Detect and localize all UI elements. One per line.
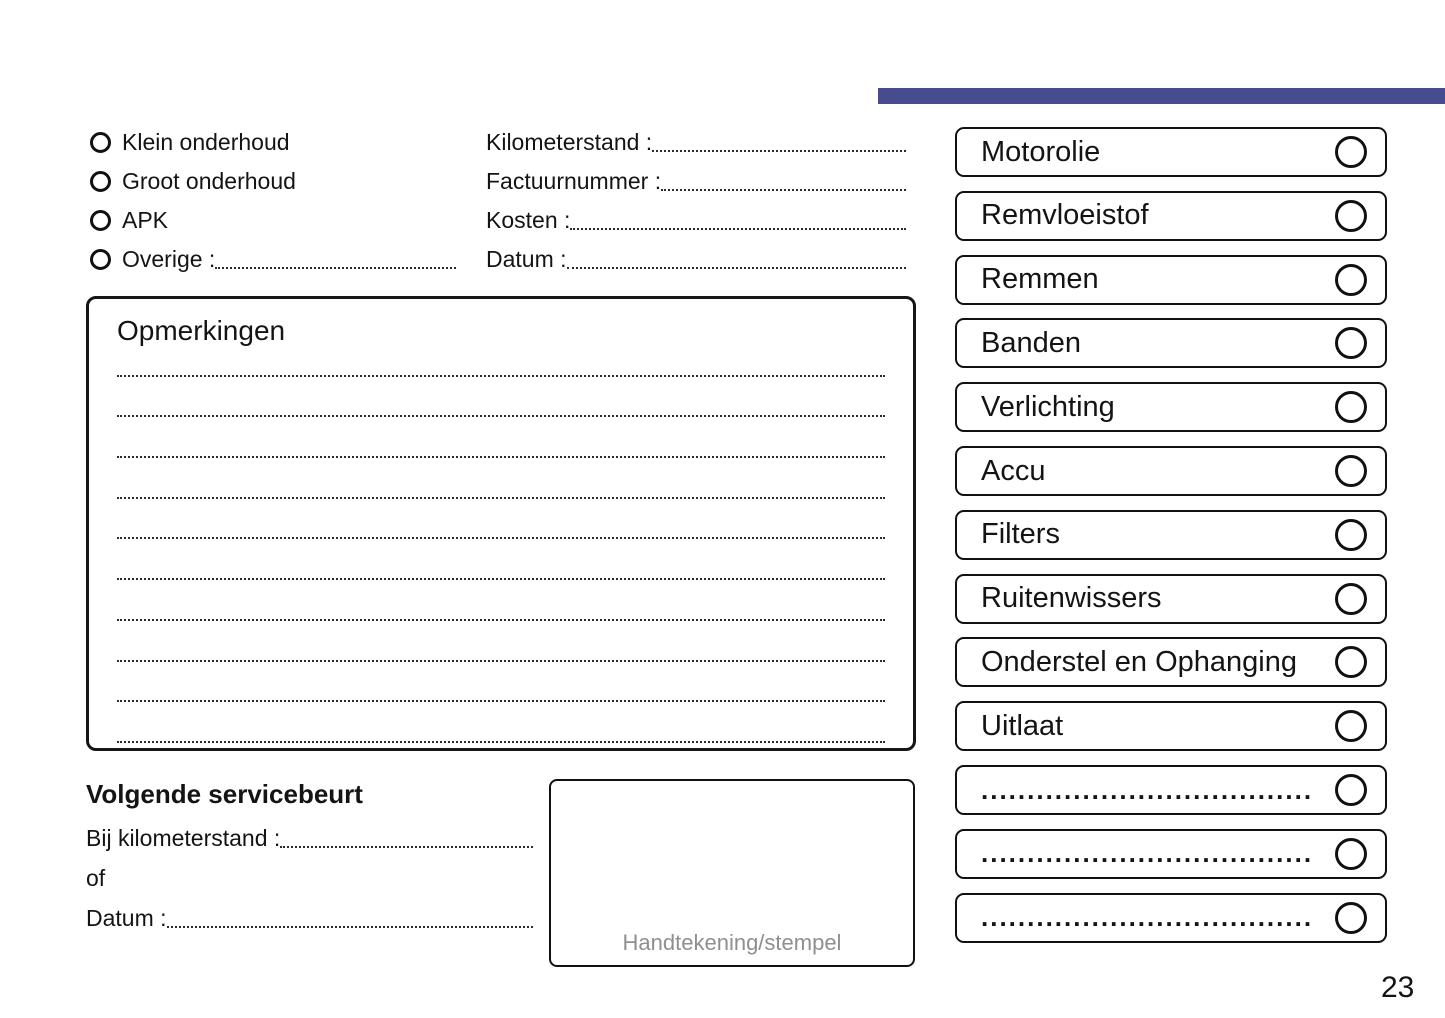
check-circle[interactable] bbox=[1335, 391, 1367, 424]
check-circle[interactable] bbox=[1335, 837, 1367, 870]
notes-line[interactable] bbox=[117, 702, 885, 743]
checklist-blank-line[interactable]: .................................... bbox=[981, 838, 1314, 869]
service-type-option: Overige : bbox=[90, 240, 456, 279]
checklist-blank-line[interactable]: .................................... bbox=[981, 902, 1314, 933]
check-circle[interactable] bbox=[1335, 136, 1367, 168]
service-field-label: Factuurnummer : bbox=[486, 168, 662, 194]
notes-line[interactable] bbox=[117, 377, 885, 418]
page-number: 23 bbox=[1381, 971, 1415, 1004]
accent-bar bbox=[878, 88, 1445, 104]
notes-line[interactable] bbox=[117, 662, 885, 703]
notes-line[interactable] bbox=[117, 621, 885, 662]
checklist-item: Verlichting bbox=[955, 382, 1387, 433]
checklist-item-label: Onderstel en Ophanging bbox=[981, 645, 1297, 678]
check-circle[interactable] bbox=[1335, 646, 1367, 679]
notes-box: Opmerkingen bbox=[86, 296, 916, 751]
checklist-item-label: Verlichting bbox=[981, 390, 1115, 423]
service-type-options: Klein onderhoud Groot onderhoud APK Overige… bbox=[90, 123, 456, 279]
check-circle[interactable] bbox=[1335, 710, 1367, 743]
next-service-field: Bij kilometerstand : bbox=[86, 818, 533, 858]
service-field-label: Datum : bbox=[486, 246, 567, 272]
radio-circle[interactable] bbox=[90, 249, 111, 270]
next-service-fields: Bij kilometerstand : of Datum : bbox=[86, 818, 533, 938]
service-field: Kosten : bbox=[486, 201, 906, 240]
fill-in-line[interactable] bbox=[570, 228, 906, 230]
checklist-item-blank: .................................... bbox=[955, 828, 1387, 879]
notes-title: Opmerkingen bbox=[117, 315, 286, 346]
checklist-item: Banden bbox=[955, 318, 1387, 369]
checklist-item: Accu bbox=[955, 446, 1387, 496]
notes-line[interactable] bbox=[117, 539, 885, 581]
notes-line[interactable] bbox=[117, 417, 885, 459]
parts-checklist: Motorolie Remvloeistof Remmen Banden Verlich… bbox=[955, 127, 1387, 943]
fill-in-line[interactable] bbox=[661, 189, 906, 191]
service-field: Factuurnummer : bbox=[486, 162, 906, 201]
check-circle[interactable] bbox=[1335, 774, 1367, 806]
notes-line[interactable] bbox=[117, 458, 885, 499]
next-service-field: Datum : bbox=[86, 898, 533, 938]
fill-in-line[interactable] bbox=[215, 267, 456, 269]
notes-lines bbox=[117, 336, 885, 743]
service-type-option: APK bbox=[90, 201, 456, 240]
check-circle[interactable] bbox=[1335, 327, 1367, 360]
checklist-item-label: Ruitenwissers bbox=[981, 582, 1162, 615]
next-service-label: Datum : bbox=[86, 904, 167, 931]
checklist-item: Filters bbox=[955, 509, 1387, 560]
service-field: Datum : bbox=[486, 240, 906, 279]
checklist-item: Onderstel en Ophanging bbox=[955, 637, 1387, 688]
checklist-item: Motorolie bbox=[955, 127, 1387, 177]
checklist-item-label: Filters bbox=[981, 518, 1060, 551]
fill-in-line[interactable] bbox=[280, 846, 533, 848]
checklist-item-label: Banden bbox=[981, 326, 1081, 359]
service-type-label: Groot onderhoud bbox=[122, 168, 296, 194]
check-circle[interactable] bbox=[1335, 199, 1367, 232]
service-type-option: Klein onderhoud bbox=[90, 123, 456, 162]
check-circle[interactable] bbox=[1335, 518, 1367, 551]
fill-in-line[interactable] bbox=[166, 926, 533, 928]
next-service-label: of bbox=[86, 864, 106, 891]
notes-line[interactable] bbox=[117, 580, 885, 621]
checklist-item-label: Accu bbox=[981, 454, 1046, 487]
checklist-item-label: Remvloeistof bbox=[981, 199, 1149, 232]
check-circle[interactable] bbox=[1335, 582, 1367, 615]
next-service-label: Bij kilometerstand : bbox=[86, 824, 281, 851]
radio-circle[interactable] bbox=[90, 210, 111, 231]
service-type-label: APK bbox=[122, 207, 169, 233]
checklist-item-label: Remmen bbox=[981, 263, 1099, 296]
next-service-title: Volgende servicebeurt bbox=[86, 779, 363, 809]
service-field: Kilometerstand : bbox=[486, 123, 906, 162]
checklist-item: Uitlaat bbox=[955, 701, 1387, 752]
checklist-blank-line[interactable]: .................................... bbox=[981, 774, 1314, 805]
next-service-field: of bbox=[86, 858, 533, 898]
signature-caption: Handtekening/stempel bbox=[622, 930, 842, 955]
service-fields: Kilometerstand : Factuurnummer : Kosten : D… bbox=[486, 123, 906, 279]
fill-in-line[interactable] bbox=[652, 150, 906, 152]
service-type-label: Klein onderhoud bbox=[122, 129, 290, 155]
service-field-label: Kilometerstand : bbox=[486, 129, 653, 155]
checklist-item-label: Uitlaat bbox=[981, 709, 1064, 742]
notes-line[interactable] bbox=[117, 336, 885, 377]
radio-circle[interactable] bbox=[90, 171, 111, 192]
signature-box[interactable]: Handtekening/stempel bbox=[549, 779, 915, 967]
checklist-item-blank: .................................... bbox=[955, 765, 1387, 815]
check-circle[interactable] bbox=[1335, 901, 1367, 934]
radio-circle[interactable] bbox=[90, 132, 111, 153]
service-type-label: Overige : bbox=[122, 246, 216, 272]
service-field-label: Kosten : bbox=[486, 207, 571, 233]
fill-in-line[interactable] bbox=[566, 267, 906, 269]
checklist-item: Remmen bbox=[955, 254, 1387, 305]
service-type-option: Groot onderhoud bbox=[90, 162, 456, 201]
checklist-item-label: Motorolie bbox=[981, 135, 1101, 168]
check-circle[interactable] bbox=[1335, 455, 1367, 487]
checklist-item-blank: .................................... bbox=[955, 892, 1387, 943]
check-circle[interactable] bbox=[1335, 263, 1367, 296]
checklist-item: Remvloeistof bbox=[955, 190, 1387, 241]
checklist-item: Ruitenwissers bbox=[955, 573, 1387, 624]
notes-line[interactable] bbox=[117, 499, 885, 540]
